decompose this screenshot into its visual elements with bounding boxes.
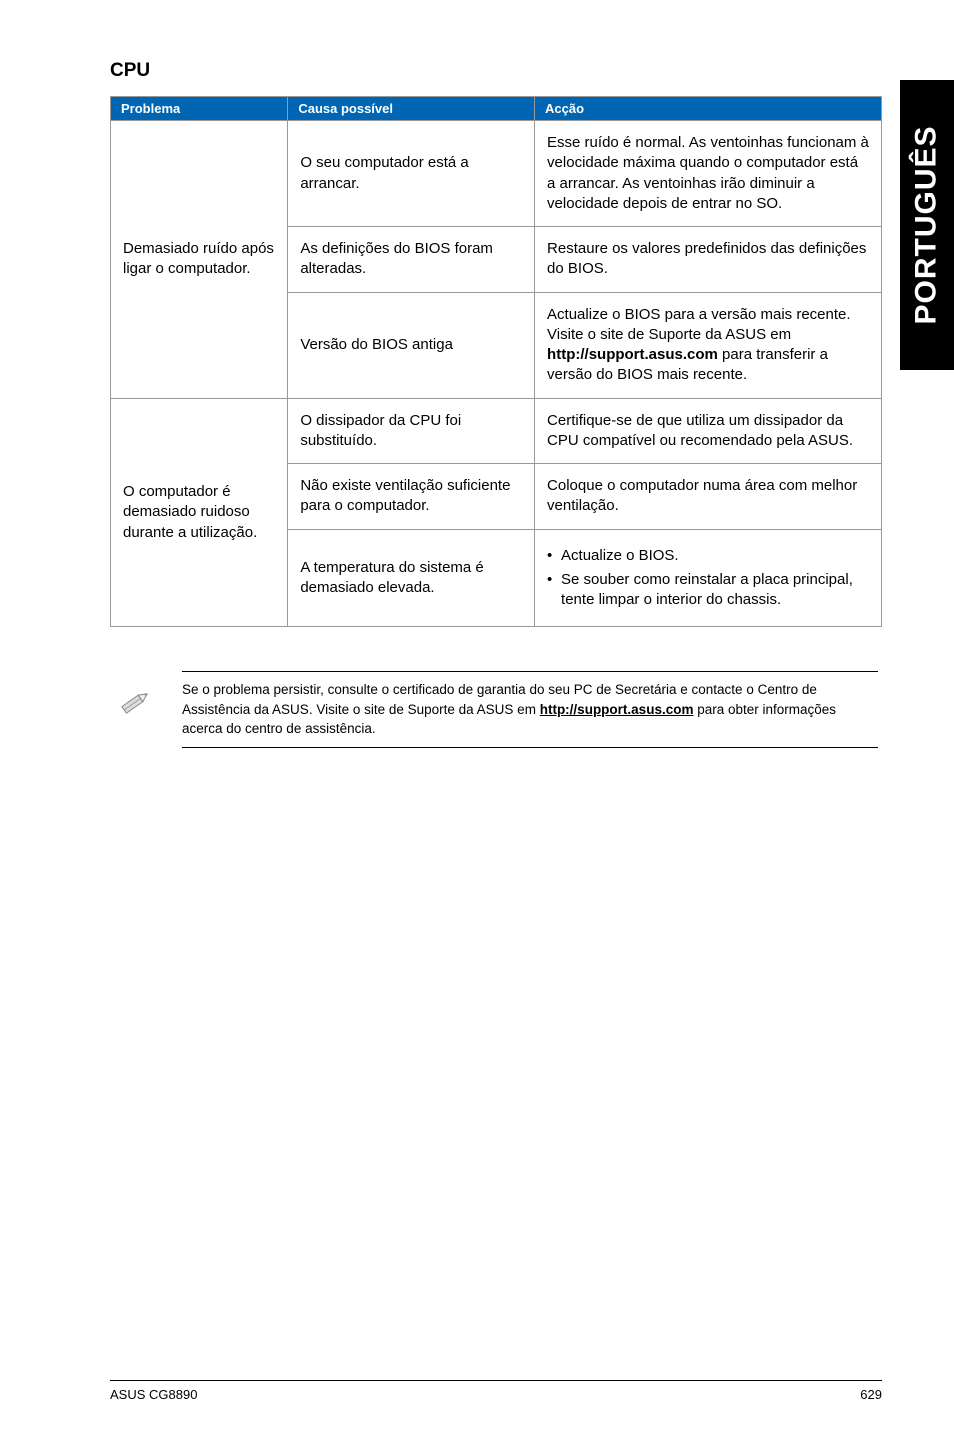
table-header-row: Problema Causa possível Acção: [111, 97, 882, 121]
cell-causa: Não existe ventilação suficiente para o …: [288, 464, 535, 530]
cell-causa: A temperatura do sistema é demasiado ele…: [288, 529, 535, 627]
cell-causa: O seu computador está a arrancar.: [288, 121, 535, 227]
cell-accao: Actualize o BIOS. Se souber como reinsta…: [535, 529, 882, 627]
accao-bold-link: http://support.asus.com: [547, 346, 718, 363]
table-row: Demasiado ruído após ligar o computador.…: [111, 121, 882, 227]
note-block: Se o problema persistir, consulte o cert…: [110, 671, 882, 748]
footer-left: ASUS CG8890: [110, 1387, 197, 1402]
header-accao: Acção: [535, 97, 882, 121]
cell-accao: Certifique-se de que utiliza um dissipad…: [535, 398, 882, 464]
cell-causa: As definições do BIOS foram alteradas.: [288, 227, 535, 293]
page-content: CPU Problema Causa possível Acção Demasi…: [0, 0, 954, 788]
cell-accao: Esse ruído é normal. As ventoinhas funci…: [535, 121, 882, 227]
language-side-tab-text: PORTUGUÊS: [910, 125, 944, 324]
accao-list: Actualize o BIOS. Se souber como reinsta…: [547, 546, 869, 611]
cell-accao: Restaure os valores predefinidos das def…: [535, 227, 882, 293]
troubleshoot-table: Problema Causa possível Acção Demasiado …: [110, 96, 882, 627]
table-row: O computador é demasiado ruidoso durante…: [111, 398, 882, 464]
cell-causa: O dissipador da CPU foi substituído.: [288, 398, 535, 464]
language-side-tab: PORTUGUÊS: [900, 80, 954, 370]
section-title: CPU: [110, 60, 882, 82]
cell-problema: O computador é demasiado ruidoso durante…: [111, 398, 288, 627]
cell-accao: Coloque o computador numa área com melho…: [535, 464, 882, 530]
note-bold-link: http://support.asus.com: [540, 702, 694, 717]
footer-right: 629: [860, 1387, 882, 1402]
header-problema: Problema: [111, 97, 288, 121]
accao-list-item: Se souber como reinstalar a placa princi…: [547, 570, 869, 611]
pencil-note-icon: [114, 671, 154, 728]
accao-prefix: Actualize o BIOS para a versão mais rece…: [547, 306, 850, 343]
cell-problema: Demasiado ruído após ligar o computador.: [111, 121, 288, 399]
page-footer: ASUS CG8890 629: [110, 1380, 882, 1402]
accao-list-item: Actualize o BIOS.: [547, 546, 869, 566]
note-text: Se o problema persistir, consulte o cert…: [182, 671, 878, 748]
header-causa: Causa possível: [288, 97, 535, 121]
cell-accao: Actualize o BIOS para a versão mais rece…: [535, 292, 882, 398]
cell-causa: Versão do BIOS antiga: [288, 292, 535, 398]
